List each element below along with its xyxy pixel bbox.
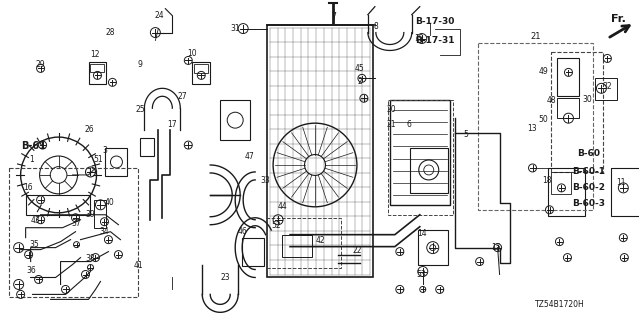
Text: 51: 51 (93, 155, 102, 164)
Text: B-60-1: B-60-1 (572, 167, 605, 176)
Text: 25: 25 (135, 105, 145, 114)
Bar (88, 62, 106, 84)
Text: 48: 48 (547, 96, 556, 105)
Text: 29: 29 (35, 60, 45, 69)
Text: 42: 42 (315, 236, 325, 245)
Text: 22: 22 (352, 246, 362, 255)
Bar (388, 100, 452, 215)
Text: 12: 12 (90, 50, 100, 59)
Text: B-17-31: B-17-31 (415, 36, 454, 45)
Text: 16: 16 (22, 183, 33, 192)
Bar (390, 100, 450, 205)
Bar (192, 62, 210, 84)
Text: 43: 43 (31, 216, 41, 225)
Bar (418, 230, 448, 265)
Text: 18: 18 (542, 176, 552, 185)
Text: 41: 41 (133, 261, 143, 270)
Text: 45: 45 (355, 64, 364, 73)
Text: 35: 35 (29, 240, 39, 249)
Text: 21: 21 (387, 120, 396, 130)
Text: B-60-3: B-60-3 (572, 198, 605, 207)
Bar (26, 195, 90, 215)
Text: 20: 20 (387, 105, 396, 114)
Text: 30: 30 (582, 95, 592, 104)
Bar (9, 168, 138, 297)
Bar (140, 138, 154, 156)
Text: 37: 37 (71, 219, 81, 228)
Text: 17: 17 (167, 120, 177, 130)
Text: 24: 24 (154, 12, 164, 20)
Text: B-61: B-61 (22, 141, 46, 151)
Bar (477, 43, 593, 210)
Bar (106, 148, 127, 176)
Text: 44: 44 (278, 202, 288, 211)
Bar (552, 172, 572, 194)
Text: 31: 31 (231, 24, 241, 33)
Text: 36: 36 (26, 266, 36, 276)
Text: 46: 46 (237, 227, 247, 236)
Bar (552, 52, 604, 172)
Text: 1: 1 (29, 156, 34, 164)
Text: 49: 49 (539, 67, 548, 76)
Bar (611, 168, 640, 216)
Bar (90, 64, 104, 72)
Text: 32: 32 (603, 82, 612, 91)
Text: 26: 26 (84, 125, 93, 134)
Text: 47: 47 (245, 152, 255, 161)
Text: TZ54B1720H: TZ54B1720H (534, 300, 584, 309)
Text: 13: 13 (527, 124, 537, 132)
Text: 7: 7 (332, 12, 337, 21)
Text: 19: 19 (414, 34, 424, 43)
Bar (267, 25, 373, 277)
Bar (220, 100, 250, 140)
Text: 34: 34 (99, 227, 109, 236)
Text: Fr.: Fr. (611, 14, 627, 24)
Bar (242, 238, 264, 266)
Text: 52: 52 (272, 221, 282, 230)
Text: 8: 8 (374, 22, 379, 31)
Bar (557, 98, 579, 118)
Text: 10: 10 (188, 49, 197, 58)
Text: 39: 39 (85, 210, 95, 219)
Text: 9: 9 (138, 60, 142, 69)
Text: 50: 50 (539, 115, 548, 124)
Bar (195, 64, 208, 73)
Bar (282, 235, 312, 257)
Text: 23: 23 (221, 273, 230, 282)
Text: B-60: B-60 (577, 149, 600, 158)
Bar (547, 168, 586, 216)
Bar (410, 148, 448, 193)
Bar (266, 218, 341, 268)
Text: 33: 33 (261, 176, 271, 185)
Text: 40: 40 (104, 197, 114, 206)
Text: B-60-2: B-60-2 (572, 183, 605, 192)
Text: 15: 15 (491, 243, 500, 252)
Text: 14: 14 (417, 229, 427, 238)
Text: 3: 3 (102, 146, 108, 155)
Bar (557, 59, 579, 96)
Text: 27: 27 (178, 92, 188, 101)
Text: 2: 2 (357, 77, 362, 86)
Text: 28: 28 (106, 28, 115, 37)
Text: 21: 21 (531, 32, 541, 41)
Text: 5: 5 (463, 130, 468, 139)
Text: 38: 38 (85, 254, 95, 263)
Bar (595, 78, 618, 100)
Text: B-17-30: B-17-30 (415, 17, 454, 26)
Text: 6: 6 (407, 120, 412, 130)
Text: 11: 11 (617, 178, 626, 187)
Bar (95, 200, 106, 228)
Text: 53: 53 (416, 269, 426, 279)
